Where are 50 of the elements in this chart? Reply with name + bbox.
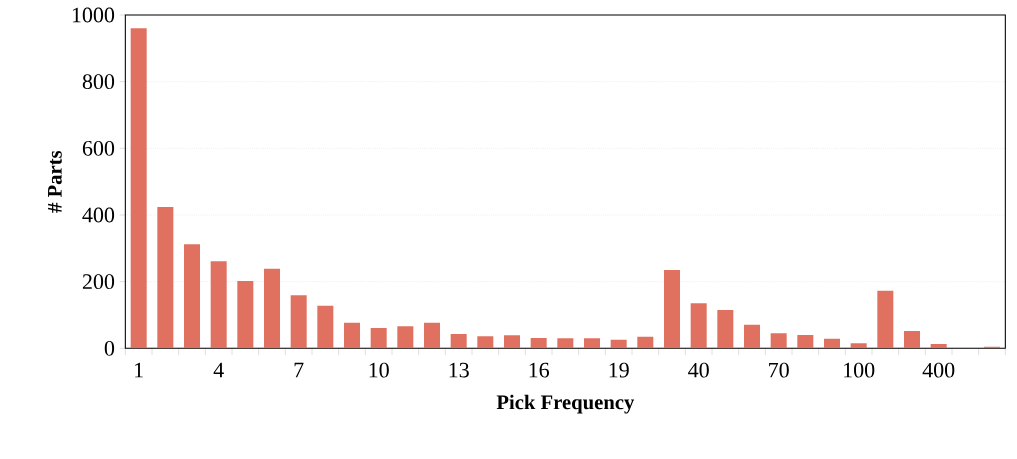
x-tick-label: 40 bbox=[688, 362, 709, 378]
y-tick-label: 800 bbox=[82, 74, 115, 90]
bar bbox=[904, 330, 920, 349]
bar bbox=[424, 322, 441, 349]
x-tick-label: 19 bbox=[609, 362, 629, 378]
x-tick-label: 16 bbox=[529, 362, 550, 378]
bar bbox=[264, 268, 281, 349]
x-tick-label: 10 bbox=[369, 362, 389, 378]
bar bbox=[344, 322, 360, 349]
y-tick-label: 600 bbox=[82, 140, 115, 156]
bar bbox=[290, 295, 307, 349]
bar bbox=[130, 28, 147, 349]
bar bbox=[637, 336, 654, 349]
x-tick-label: 1 bbox=[135, 362, 143, 378]
x-tick-label: 7 bbox=[294, 362, 304, 378]
bar bbox=[397, 326, 414, 349]
bar bbox=[370, 327, 387, 349]
y-tick-label: 400 bbox=[82, 207, 115, 223]
bar bbox=[450, 333, 467, 349]
x-tick-label: 70 bbox=[769, 362, 789, 378]
bar bbox=[664, 269, 681, 349]
x-tick-label: 400 bbox=[922, 362, 955, 378]
bar bbox=[850, 343, 867, 349]
bar bbox=[877, 290, 894, 349]
bar bbox=[210, 261, 227, 349]
bar bbox=[824, 338, 840, 349]
bar bbox=[237, 280, 254, 349]
bar bbox=[317, 305, 334, 349]
bar bbox=[184, 244, 201, 349]
x-axis-title: Pick Frequency bbox=[496, 394, 635, 414]
y-tick-label: 200 bbox=[82, 274, 115, 290]
bar bbox=[797, 334, 814, 349]
x-tick-label: 4 bbox=[213, 362, 224, 378]
y-tick-label: 1000 bbox=[72, 7, 115, 23]
bar bbox=[690, 303, 707, 349]
bar bbox=[504, 335, 521, 349]
bar bbox=[930, 343, 947, 349]
bar bbox=[770, 333, 787, 349]
bar bbox=[530, 337, 547, 349]
bar bbox=[157, 206, 174, 349]
bar bbox=[584, 338, 601, 349]
bar bbox=[744, 324, 760, 349]
y-axis-title: # Parts bbox=[48, 150, 62, 213]
y-tick-label: 0 bbox=[104, 340, 115, 356]
bar bbox=[717, 309, 734, 349]
x-tick-label: 13 bbox=[449, 362, 469, 378]
bar bbox=[477, 336, 494, 349]
bar bbox=[557, 338, 574, 349]
x-tick-label: 100 bbox=[844, 362, 875, 378]
bar bbox=[610, 339, 627, 349]
